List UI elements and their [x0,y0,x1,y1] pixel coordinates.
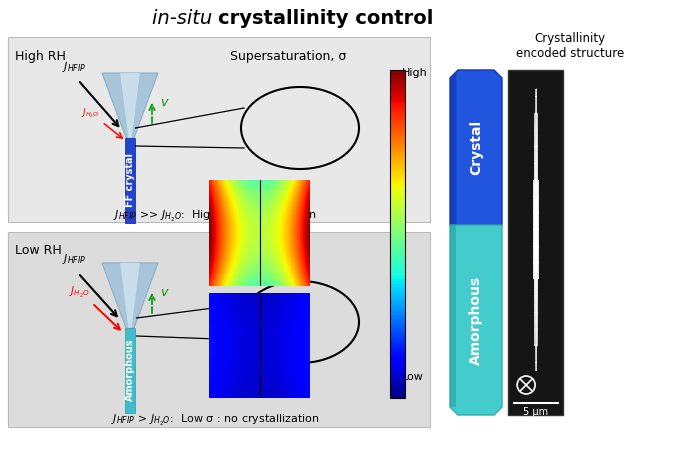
Text: $J_{H_2O}$: $J_{H_2O}$ [69,285,90,300]
Text: v: v [160,96,167,109]
Text: v: v [160,286,167,299]
Text: Amorphous: Amorphous [469,275,483,364]
Polygon shape [125,328,135,413]
Text: $J_{HFIP}$ >> $J_{H_2O}$:  High σ : crystallization: $J_{HFIP}$ >> $J_{H_2O}$: High σ : cryst… [113,209,317,224]
Text: $J_{HFIP}$ > $J_{H_2O}$:  Low σ : no crystallization: $J_{HFIP}$ > $J_{H_2O}$: Low σ : no crys… [111,413,320,428]
Polygon shape [102,263,158,328]
Text: $J_{H_2O}$: $J_{H_2O}$ [82,107,100,120]
Bar [8,37,430,222]
Text: in-situ: in-situ [152,9,218,27]
Text: Crystallinity
encoded structure: Crystallinity encoded structure [516,32,624,60]
Polygon shape [120,73,140,138]
Bar [8,232,430,427]
Text: High RH: High RH [15,50,66,63]
Polygon shape [450,72,456,225]
Text: crystallinity control: crystallinity control [218,9,433,27]
Text: Crystal: Crystal [469,120,483,175]
Text: $J_{HFIP}$: $J_{HFIP}$ [62,252,86,266]
Polygon shape [450,70,502,225]
Polygon shape [102,73,158,138]
Text: FF crystal: FF crystal [125,153,135,207]
Text: $J_{HFIP}$: $J_{HFIP}$ [62,60,86,74]
Text: Low RH: Low RH [15,244,62,257]
Bar [508,70,563,415]
Text: Amorphous: Amorphous [125,339,135,401]
Text: High: High [402,68,428,78]
Polygon shape [125,138,135,223]
Text: 5 μm: 5 μm [524,407,549,417]
Polygon shape [450,225,502,415]
Text: Low: Low [402,372,424,382]
Polygon shape [450,225,456,407]
Polygon shape [120,263,140,328]
Text: Supersaturation, σ: Supersaturation, σ [230,50,346,63]
